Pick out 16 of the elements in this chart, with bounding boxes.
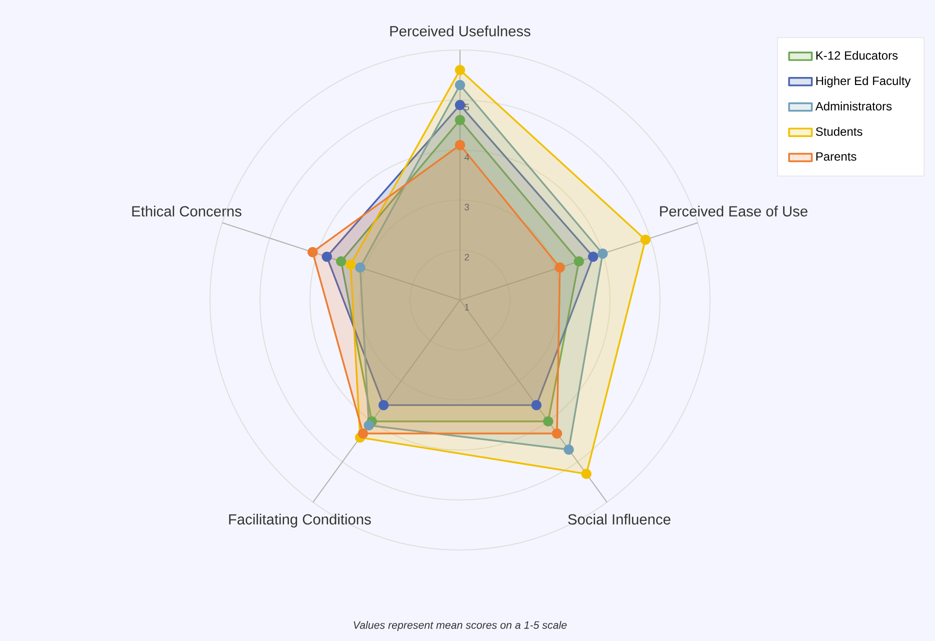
legend-label: K-12 Educators bbox=[816, 50, 898, 60]
spoke-label: Perceived Ease of Use bbox=[660, 206, 808, 217]
legend-label: Higher Ed Faculty bbox=[816, 76, 911, 88]
legend-label: Students bbox=[816, 127, 862, 136]
y-tick-label: 3 bbox=[464, 204, 470, 210]
spoke-label: Facilitating Conditions bbox=[229, 514, 371, 528]
y-tick-label: 1 bbox=[464, 304, 469, 310]
legend-label: Parents bbox=[816, 152, 856, 161]
y-tick-label: 2 bbox=[464, 254, 469, 260]
legend-label: Administrators bbox=[815, 102, 892, 110]
text: Values represent mean scores on a 1-5 scale bbox=[354, 620, 567, 631]
spoke-label: Social Influence bbox=[568, 514, 670, 525]
y-tick-label: 5 bbox=[464, 104, 470, 110]
y-tick-label: 4 bbox=[464, 154, 470, 160]
spoke-label: Perceived Usefulness bbox=[390, 26, 530, 36]
spoke-label: Ethical Concerns bbox=[132, 206, 242, 217]
